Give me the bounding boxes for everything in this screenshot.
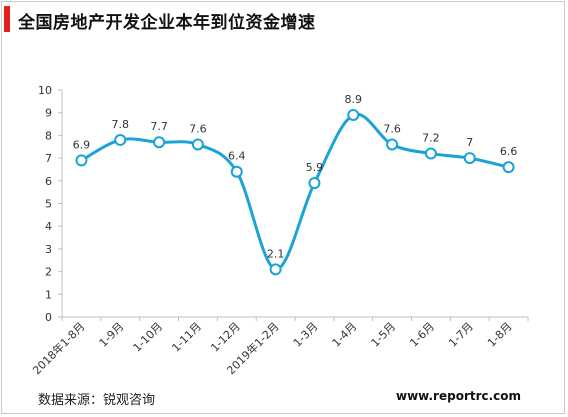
x-tick-label: 1-9月 — [97, 320, 127, 350]
x-tick-label: 1-6月 — [407, 320, 437, 350]
data-point — [502, 161, 515, 174]
y-tick-label: 7 — [45, 152, 52, 165]
y-tick-label: 1 — [45, 288, 52, 301]
x-tick-label: 1-11月 — [169, 320, 204, 355]
y-tick-label: 6 — [45, 175, 52, 188]
x-tick-label: 1-7月 — [446, 320, 476, 350]
series-line — [80, 112, 509, 271]
y-tick-label: 4 — [45, 220, 52, 233]
data-label: 8.9 — [345, 93, 363, 106]
data-label: 6.4 — [228, 150, 246, 163]
data-point — [230, 165, 243, 178]
y-tick-label: 0 — [45, 311, 52, 324]
data-point — [269, 263, 282, 276]
y-tick-label: 9 — [45, 107, 52, 120]
data-label: 7.7 — [150, 120, 168, 133]
data-point — [75, 154, 88, 167]
chart-title: 全国房地产开发企业本年到位资金增速 — [18, 13, 316, 33]
title-accent-bar — [4, 6, 10, 32]
data-point — [424, 147, 437, 160]
data-label: 7.2 — [422, 132, 440, 145]
data-source: 数据来源：锐观咨询 — [38, 393, 156, 408]
data-label: 2.1 — [267, 247, 285, 260]
x-tick-label: 1-3月 — [291, 320, 321, 350]
data-label: 5.9 — [306, 161, 324, 174]
data-label: 7.8 — [112, 118, 130, 131]
data-label: 6.9 — [73, 138, 91, 151]
x-tick-label: 1-5月 — [369, 320, 399, 350]
data-point — [386, 138, 399, 151]
data-label: 7.6 — [383, 122, 401, 135]
data-point — [191, 138, 204, 151]
x-tick-label: 1-4月 — [330, 320, 360, 350]
x-tick-label: 1-12月 — [208, 320, 243, 355]
data-point — [347, 108, 360, 121]
data-label: 7 — [466, 136, 473, 149]
x-tick-label: 1-10月 — [131, 320, 166, 355]
y-tick-label: 2 — [45, 266, 52, 279]
data-point — [463, 152, 476, 165]
data-label: 7.6 — [189, 122, 207, 135]
data-label: 6.6 — [500, 145, 518, 158]
y-tick-label: 3 — [45, 243, 52, 256]
x-tick-label: 2018年1-8月 — [30, 319, 88, 377]
data-point — [153, 136, 166, 149]
data-point — [114, 133, 127, 146]
y-tick-label: 5 — [45, 198, 52, 211]
y-tick-label: 10 — [38, 84, 52, 97]
data-point — [308, 177, 321, 190]
y-tick-label: 8 — [45, 129, 52, 142]
source-url: www.reportrc.com — [396, 389, 522, 403]
x-tick-label: 1-8月 — [485, 320, 515, 350]
